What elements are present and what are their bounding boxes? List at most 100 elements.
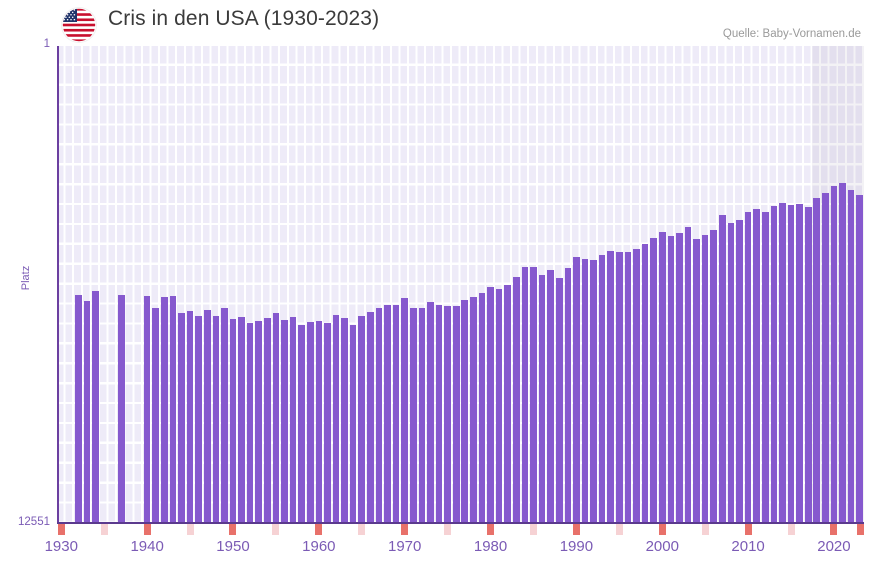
bar[interactable] <box>195 316 202 524</box>
bar[interactable] <box>753 209 760 524</box>
bar[interactable] <box>573 256 580 524</box>
bar[interactable] <box>667 235 675 524</box>
x-tick-label: 1970 <box>388 538 422 555</box>
bar[interactable] <box>822 193 829 524</box>
bar[interactable] <box>598 255 606 524</box>
bar[interactable] <box>856 194 863 524</box>
bar[interactable] <box>633 249 640 524</box>
bar[interactable] <box>401 298 408 524</box>
bar[interactable] <box>779 202 786 524</box>
bar[interactable] <box>246 322 254 524</box>
bar[interactable] <box>315 320 323 524</box>
bar[interactable] <box>839 183 846 524</box>
x-tick-minor <box>615 524 623 535</box>
bar[interactable] <box>178 312 185 524</box>
bar[interactable] <box>787 205 795 524</box>
bar[interactable] <box>804 207 812 524</box>
bar[interactable] <box>255 320 263 524</box>
bar[interactable] <box>487 287 494 524</box>
bar[interactable] <box>203 309 211 524</box>
bar[interactable] <box>555 277 563 524</box>
bar[interactable] <box>444 306 451 524</box>
bar[interactable] <box>349 325 357 524</box>
bar[interactable] <box>186 310 194 524</box>
bar[interactable] <box>212 315 220 524</box>
bar[interactable] <box>658 231 666 524</box>
bar[interactable] <box>384 304 391 524</box>
bar[interactable] <box>744 211 752 524</box>
bar[interactable] <box>650 237 657 524</box>
bar[interactable] <box>324 323 331 524</box>
bar[interactable] <box>736 220 743 524</box>
bar[interactable] <box>813 198 821 524</box>
bar[interactable] <box>719 214 726 524</box>
bar[interactable] <box>238 316 245 524</box>
bar[interactable] <box>693 239 700 524</box>
bar[interactable] <box>272 312 280 524</box>
bar[interactable] <box>530 267 537 524</box>
bar[interactable] <box>161 297 168 524</box>
bar[interactable] <box>796 204 803 524</box>
bar[interactable] <box>521 266 529 524</box>
bar[interactable] <box>847 189 855 524</box>
bar[interactable] <box>375 308 383 524</box>
bar[interactable] <box>427 301 434 524</box>
bar[interactable] <box>409 308 417 524</box>
bar[interactable] <box>281 320 288 524</box>
bar[interactable] <box>581 259 589 524</box>
bar[interactable] <box>332 314 340 524</box>
bar[interactable] <box>676 232 683 524</box>
bar[interactable] <box>830 186 838 524</box>
bar[interactable] <box>152 308 160 524</box>
bar[interactable] <box>418 308 426 524</box>
x-tick-minor <box>444 524 452 535</box>
bar[interactable] <box>470 297 477 524</box>
bar[interactable] <box>495 288 503 524</box>
bar[interactable] <box>83 300 91 524</box>
bar[interactable] <box>435 304 443 524</box>
x-tick-minor <box>186 524 194 535</box>
x-tick-major <box>143 524 151 535</box>
source-attribution: Quelle: Baby-Vornamen.de <box>722 28 861 40</box>
bar[interactable] <box>392 305 400 524</box>
bar[interactable] <box>727 222 735 524</box>
x-tick-label: 2020 <box>817 538 851 555</box>
bar[interactable] <box>504 285 512 524</box>
bar[interactable] <box>616 252 623 524</box>
bar[interactable] <box>92 290 99 524</box>
bar[interactable] <box>75 295 82 524</box>
bar[interactable] <box>512 276 520 524</box>
bar[interactable] <box>118 295 125 524</box>
bar[interactable] <box>143 296 151 524</box>
bar[interactable] <box>590 260 597 524</box>
bar[interactable] <box>607 250 615 524</box>
bar[interactable] <box>358 315 366 524</box>
bar[interactable] <box>641 244 649 524</box>
bar[interactable] <box>341 317 348 524</box>
bar[interactable] <box>306 322 314 524</box>
bar[interactable] <box>461 300 469 524</box>
bar[interactable] <box>684 227 692 524</box>
bar[interactable] <box>624 252 632 524</box>
bar[interactable] <box>564 268 572 524</box>
bar[interactable] <box>701 234 709 524</box>
bar[interactable] <box>547 269 554 524</box>
bar[interactable] <box>289 317 297 524</box>
bar[interactable] <box>452 305 460 524</box>
x-tick-label: 1930 <box>44 538 78 555</box>
bar[interactable] <box>367 311 374 524</box>
bar[interactable] <box>710 229 718 524</box>
page-title: Cris in den USA (1930-2023) <box>108 7 380 30</box>
bar[interactable] <box>538 274 546 524</box>
bar[interactable] <box>221 308 228 524</box>
bar[interactable] <box>478 292 486 524</box>
x-tick-major <box>487 524 495 535</box>
x-tick-label: 1950 <box>216 538 250 555</box>
chart-header: Cris in den USA (1930-2023) Quelle: Baby… <box>0 0 873 46</box>
bar[interactable] <box>298 325 305 524</box>
bar[interactable] <box>229 319 237 524</box>
bar[interactable] <box>761 212 769 524</box>
bar[interactable] <box>169 295 177 524</box>
bar[interactable] <box>770 206 778 524</box>
bar[interactable] <box>264 317 271 524</box>
